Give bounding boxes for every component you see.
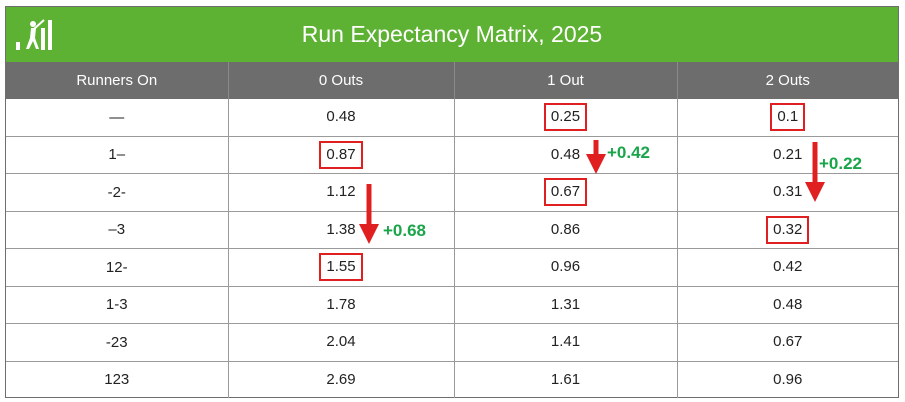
run-value: 0.31 <box>773 183 803 201</box>
table-row: 1– 0.87 0.48 0.21 <box>6 135 898 174</box>
value-cell: 0.21 <box>676 135 898 174</box>
runners-on-label: 1– <box>6 135 228 174</box>
run-value: 0.48 <box>773 295 803 313</box>
highlighted-value: 0.1 <box>770 103 806 132</box>
column-header: 2 Outs <box>676 62 898 99</box>
run-value: 1.12 <box>326 183 356 201</box>
value-cell: 1.12 <box>227 173 454 211</box>
value-cell: 0.87 <box>227 135 454 174</box>
table-row: 1-3 1.78 1.31 0.48 <box>6 285 898 324</box>
table-row: — 0.48 0.25 0.1 <box>6 99 898 136</box>
value-cell: 0.48 <box>676 285 898 324</box>
run-value: 0.48 <box>326 108 356 126</box>
value-cell: 1.78 <box>227 285 454 324</box>
value-cell: 2.04 <box>227 323 454 361</box>
column-header: Runners On <box>6 62 228 99</box>
value-cell: 0.96 <box>676 360 898 398</box>
value-cell: 0.48 <box>453 135 677 174</box>
highlighted-value: 1.55 <box>319 253 363 282</box>
highlighted-value: 0.87 <box>319 140 363 169</box>
value-cell: 0.42 <box>676 248 898 286</box>
runners-on-label: –3 <box>6 210 228 249</box>
run-expectancy-panel: Run Expectancy Matrix, 2025 Runners On 0… <box>5 6 899 398</box>
runners-on-label: 12- <box>6 248 228 286</box>
run-value: 0.86 <box>550 220 581 238</box>
table-row: -2- 1.12 0.67 0.31 <box>6 173 898 211</box>
run-value: 0.96 <box>550 258 581 276</box>
value-cell: 0.32 <box>676 210 898 249</box>
run-value: 0.42 <box>773 258 803 276</box>
run-value: 2.04 <box>326 333 356 351</box>
table-row: –3 1.38 0.86 0.32 <box>6 210 898 249</box>
value-cell: 2.69 <box>227 360 454 398</box>
runners-on-label: — <box>109 108 125 126</box>
value-cell: 0.67 <box>676 323 898 361</box>
column-header: 1 Out <box>453 62 677 99</box>
value-cell: 1.31 <box>453 285 677 324</box>
value-cell: 1.61 <box>453 360 677 398</box>
run-value: 0.96 <box>773 370 803 388</box>
highlighted-value: 0.32 <box>766 215 810 244</box>
table-row: -23 2.04 1.41 0.67 <box>6 323 898 361</box>
run-value: 1.61 <box>550 370 581 388</box>
value-cell: 0.96 <box>453 248 677 286</box>
run-value: 1.78 <box>326 295 356 313</box>
runners-on-label: -2- <box>6 173 228 211</box>
column-header-row: Runners On 0 Outs 1 Out 2 Outs <box>6 62 898 99</box>
runners-on-label: 123 <box>6 360 228 398</box>
run-value: 1.38 <box>326 220 356 238</box>
value-cell: 1.38 <box>227 210 454 249</box>
value-cell: 1.55 <box>227 248 454 286</box>
chart-title: Run Expectancy Matrix, 2025 <box>301 21 603 47</box>
runners-on-label: -23 <box>6 323 228 361</box>
run-value: 0.67 <box>773 333 803 351</box>
table-row: 123 2.69 1.61 0.96 <box>6 360 898 398</box>
run-expectancy-table: Runners On 0 Outs 1 Out 2 Outs — 0.48 0.25… <box>6 62 898 398</box>
highlighted-value: 0.25 <box>543 103 588 132</box>
run-value: 0.21 <box>773 145 803 163</box>
run-value: 1.41 <box>550 333 581 351</box>
run-value: 0.48 <box>550 145 581 163</box>
value-cell: 0.25 <box>453 99 677 136</box>
run-value: 1.31 <box>550 295 581 313</box>
value-cell: 0.67 <box>453 173 677 211</box>
value-cell: 1.41 <box>453 323 677 361</box>
highlighted-value: 0.67 <box>543 178 588 207</box>
value-cell: 0.31 <box>676 173 898 211</box>
value-cell: 0.48 <box>227 99 454 136</box>
title-bar <box>6 7 898 62</box>
runners-on-label: 1-3 <box>6 285 228 324</box>
column-header: 0 Outs <box>227 62 454 99</box>
value-cell: 0.86 <box>453 210 677 249</box>
run-value: 2.69 <box>326 370 356 388</box>
value-cell: 0.1 <box>676 99 898 136</box>
batter-logo-icon <box>16 19 52 50</box>
table-row: 12- 1.55 0.96 0.42 <box>6 248 898 286</box>
